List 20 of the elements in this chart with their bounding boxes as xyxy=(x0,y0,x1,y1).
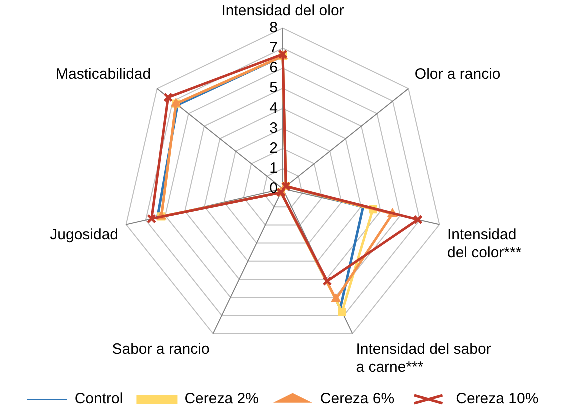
legend-label: Cereza 2% xyxy=(184,390,259,408)
y-tick-label: 1 xyxy=(270,160,278,178)
spoke-label: Jugosidad xyxy=(50,226,119,244)
spoke-label: Intensidad del sabor a carne*** xyxy=(356,341,492,376)
legend-label: Control xyxy=(74,390,124,408)
y-tick-label: 0 xyxy=(270,180,278,198)
spoke-label: Sabor a rancio xyxy=(112,341,210,358)
y-tick-label: 3 xyxy=(270,120,278,137)
y-tick-label: 8 xyxy=(270,19,278,36)
y-tick-label: 5 xyxy=(270,80,278,97)
legend-label: Cereza 6% xyxy=(320,390,395,408)
spoke-label: Intensidad del olor xyxy=(222,2,344,20)
legend-label: Cereza 10% xyxy=(456,390,539,408)
spoke-label: Masticabilidad xyxy=(56,66,152,83)
y-tick-label: 2 xyxy=(270,140,278,157)
y-tick-label: 7 xyxy=(270,40,278,57)
spoke-label: Intensidad del color*** xyxy=(447,226,522,262)
y-tick-label: 6 xyxy=(270,60,278,77)
spoke-label: Olor a rancio xyxy=(414,66,501,83)
y-tick-label: 4 xyxy=(270,100,278,117)
